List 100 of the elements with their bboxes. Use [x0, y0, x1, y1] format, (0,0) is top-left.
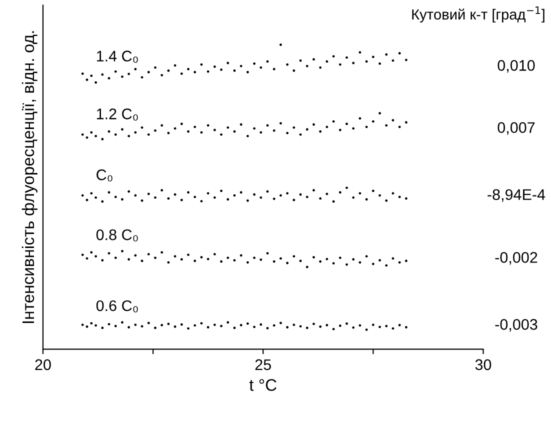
point	[134, 131, 137, 134]
point	[266, 326, 269, 330]
point	[180, 258, 183, 261]
point	[226, 256, 230, 260]
y-axis-title: Інтенсивність флуоресценції, відн. од.	[22, 31, 38, 323]
text: 0,010	[498, 60, 535, 73]
point	[174, 325, 176, 328]
point	[272, 324, 276, 327]
point	[272, 68, 276, 70]
point	[147, 322, 150, 324]
point	[206, 124, 210, 127]
point	[160, 124, 164, 127]
point	[213, 252, 216, 256]
point	[292, 324, 296, 326]
point	[94, 134, 98, 138]
point	[260, 131, 262, 134]
point	[404, 121, 408, 124]
point	[180, 323, 183, 326]
point	[260, 196, 262, 199]
point	[326, 192, 328, 196]
point	[352, 127, 355, 130]
point	[372, 190, 374, 192]
point	[404, 260, 408, 262]
point	[365, 198, 368, 201]
point	[94, 324, 98, 327]
point	[246, 322, 249, 325]
point	[81, 133, 84, 136]
point	[404, 58, 408, 62]
point	[147, 192, 150, 196]
point	[246, 261, 249, 264]
point	[306, 196, 308, 198]
point	[372, 120, 374, 123]
point	[114, 324, 117, 328]
point	[385, 124, 388, 127]
point	[134, 254, 137, 257]
x-tick-label: 30	[475, 359, 492, 370]
point	[358, 324, 362, 327]
point	[246, 70, 249, 74]
point	[365, 255, 368, 258]
point	[306, 64, 308, 68]
point	[385, 264, 388, 267]
point	[319, 130, 322, 133]
point	[240, 191, 242, 194]
point	[226, 62, 230, 64]
point	[385, 199, 388, 202]
series-label: 1.4 C₀	[96, 50, 138, 63]
point	[319, 197, 322, 200]
point	[140, 260, 144, 262]
point	[272, 260, 276, 263]
point	[128, 190, 130, 193]
point	[404, 197, 408, 200]
series-label: C₀	[96, 169, 112, 182]
point	[180, 72, 183, 75]
point	[372, 324, 374, 326]
point	[167, 69, 170, 72]
point	[306, 128, 308, 131]
point	[385, 324, 388, 328]
point	[338, 128, 342, 132]
point	[180, 198, 183, 202]
point	[306, 266, 308, 268]
point	[272, 129, 276, 132]
point	[352, 196, 355, 199]
point	[81, 324, 84, 326]
point	[398, 324, 401, 326]
point	[358, 261, 362, 264]
point	[167, 261, 170, 264]
point	[101, 138, 104, 140]
point	[114, 70, 117, 73]
point	[213, 128, 216, 132]
point	[352, 258, 355, 261]
point	[240, 254, 242, 257]
point	[194, 126, 196, 128]
point	[326, 324, 328, 326]
point	[174, 255, 176, 258]
point	[114, 196, 117, 198]
point	[160, 324, 164, 326]
point	[160, 74, 164, 76]
point	[194, 196, 196, 198]
point	[101, 73, 104, 76]
point	[319, 260, 322, 263]
point	[101, 326, 104, 330]
point	[86, 325, 88, 328]
point	[213, 324, 216, 326]
point	[246, 199, 249, 202]
point	[306, 326, 308, 330]
point	[147, 252, 150, 256]
point	[194, 70, 196, 74]
point	[128, 134, 130, 138]
series-label: 0.6 C₀	[96, 300, 138, 312]
point	[233, 69, 236, 72]
point	[128, 72, 130, 76]
point	[194, 260, 196, 262]
point	[233, 326, 236, 330]
point	[134, 68, 137, 70]
point	[147, 133, 150, 136]
point	[147, 70, 150, 74]
point	[226, 321, 230, 324]
point	[101, 200, 104, 203]
point	[94, 255, 98, 258]
point	[180, 122, 183, 126]
